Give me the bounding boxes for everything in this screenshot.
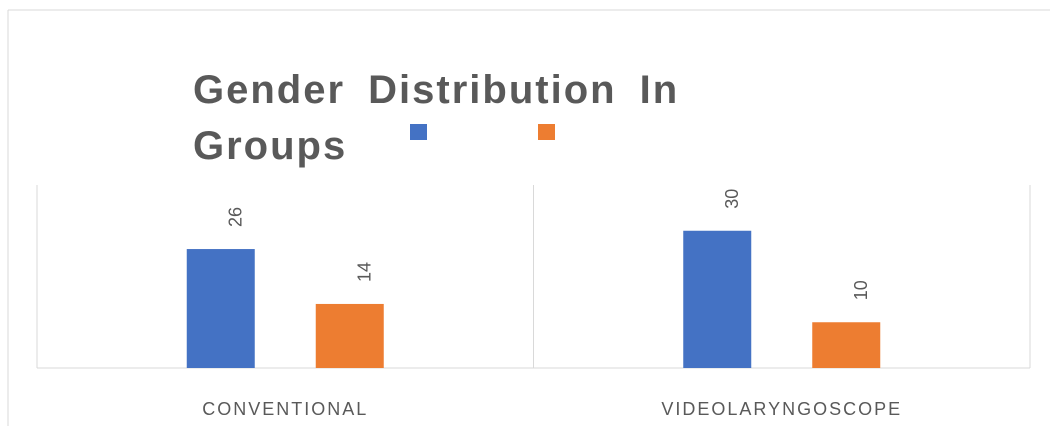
legend-swatch	[538, 124, 555, 140]
data-label: 26	[226, 207, 246, 227]
bar	[186, 249, 255, 368]
chart-title: Gender Distribution In Groups	[193, 68, 680, 168]
legend-swatch	[410, 124, 427, 140]
data-label: 10	[851, 280, 871, 300]
bar	[683, 230, 752, 368]
data-label: 14	[355, 262, 375, 282]
bar	[812, 322, 881, 368]
data-label: 30	[722, 189, 742, 209]
bar	[315, 303, 384, 368]
x-tick-label: VIDEOLARYNGOSCOPE	[661, 399, 902, 419]
x-tick-label: CONVENTIONAL	[202, 399, 368, 419]
